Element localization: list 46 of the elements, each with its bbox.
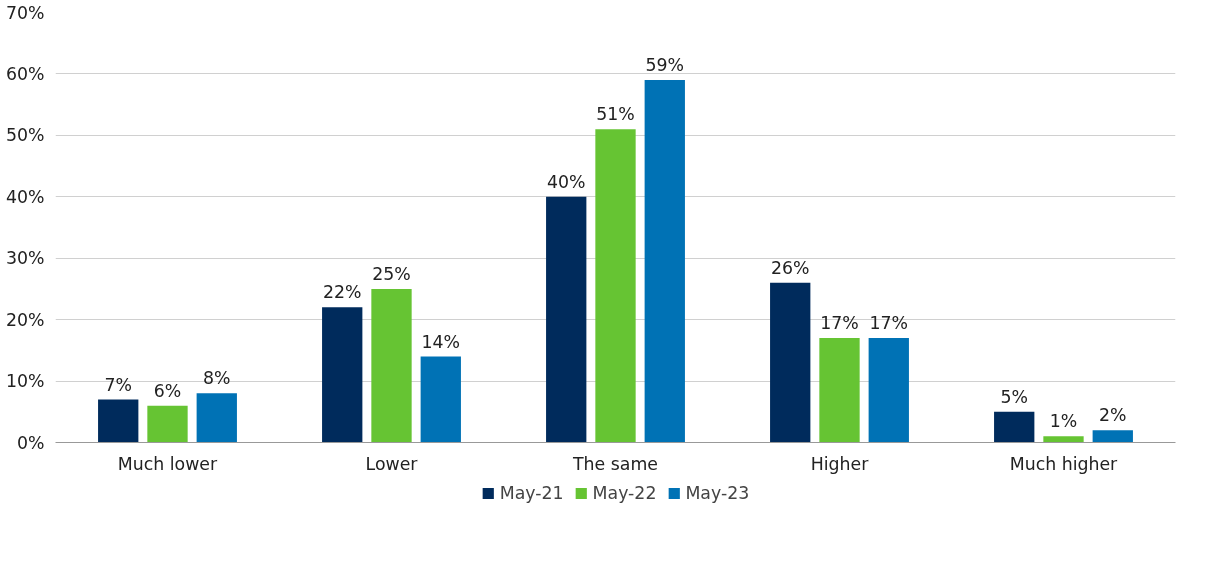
y-tick-label: 20% <box>5 309 45 330</box>
x-tick-label: Higher <box>810 453 870 474</box>
data-label: 8% <box>203 368 231 389</box>
data-label: 26% <box>770 257 810 278</box>
data-label: 2% <box>1099 405 1127 426</box>
x-tick-label: Much higher <box>1009 453 1119 474</box>
bar <box>1043 436 1084 443</box>
bar <box>819 338 860 443</box>
y-tick-label: 60% <box>5 63 45 84</box>
data-label: 6% <box>153 380 182 401</box>
y-tick-label: 0% <box>17 432 45 453</box>
bar <box>322 307 363 443</box>
data-label: 17% <box>869 313 909 334</box>
bar <box>644 80 685 443</box>
data-label: 7% <box>104 374 132 395</box>
data-label: 17% <box>820 313 859 334</box>
data-label: 59% <box>645 55 685 76</box>
bar <box>868 338 909 443</box>
legend-label: May-21 <box>499 483 564 503</box>
legend-label: May-22 <box>592 483 657 503</box>
y-tick-label: 40% <box>5 186 45 207</box>
y-tick-label: 50% <box>5 125 45 146</box>
bar <box>420 356 461 443</box>
x-tick-label: The same <box>572 453 658 474</box>
bar <box>1092 430 1133 443</box>
y-tick-label: 30% <box>5 248 45 269</box>
y-tick-label: 10% <box>5 371 45 392</box>
legend-label: May-23 <box>685 483 750 503</box>
data-label: 40% <box>546 171 586 192</box>
bar <box>196 393 237 443</box>
bar <box>98 399 139 443</box>
y-tick-label: 70% <box>5 2 45 23</box>
bar <box>994 411 1035 443</box>
bar <box>371 288 412 443</box>
data-label: 14% <box>421 331 461 352</box>
data-label: 25% <box>372 263 411 284</box>
data-label: 5% <box>1000 386 1028 407</box>
data-label: 51% <box>596 104 635 125</box>
bar <box>595 129 636 443</box>
x-tick-label: Lower <box>365 453 419 474</box>
x-tick-label: Much lower <box>117 453 219 474</box>
data-label: 1% <box>1049 411 1078 432</box>
bar <box>147 405 188 443</box>
bar <box>546 196 587 443</box>
bar <box>770 282 811 443</box>
data-label: 22% <box>322 282 362 303</box>
